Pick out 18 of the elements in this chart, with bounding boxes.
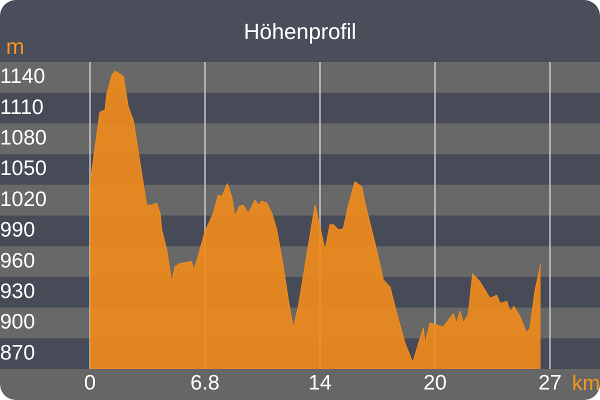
y-tick-label: 1020	[0, 188, 47, 211]
y-tick-label: 900	[0, 310, 36, 334]
x-tick-label: 6.8	[190, 371, 220, 394]
y-tick-label: 1080	[0, 126, 47, 150]
y-tick-label: 870	[0, 341, 36, 364]
x-axis-title: km	[572, 372, 600, 395]
y-tick-label: 960	[0, 249, 36, 272]
x-tick-label: 20	[423, 371, 447, 394]
y-axis-title: m	[6, 34, 24, 60]
y-tick-label: 990	[0, 218, 36, 242]
y-tick-label: 930	[0, 280, 36, 304]
y-tick-label: 1050	[0, 157, 47, 180]
x-tick-label: 14	[308, 371, 332, 394]
y-tick-label: 1140	[0, 65, 46, 88]
chart-title: Höhenprofil	[244, 19, 356, 44]
y-tick-label: 1110	[0, 96, 44, 119]
x-tick-label: 27	[538, 371, 562, 394]
x-tick-label: 0	[84, 371, 96, 394]
